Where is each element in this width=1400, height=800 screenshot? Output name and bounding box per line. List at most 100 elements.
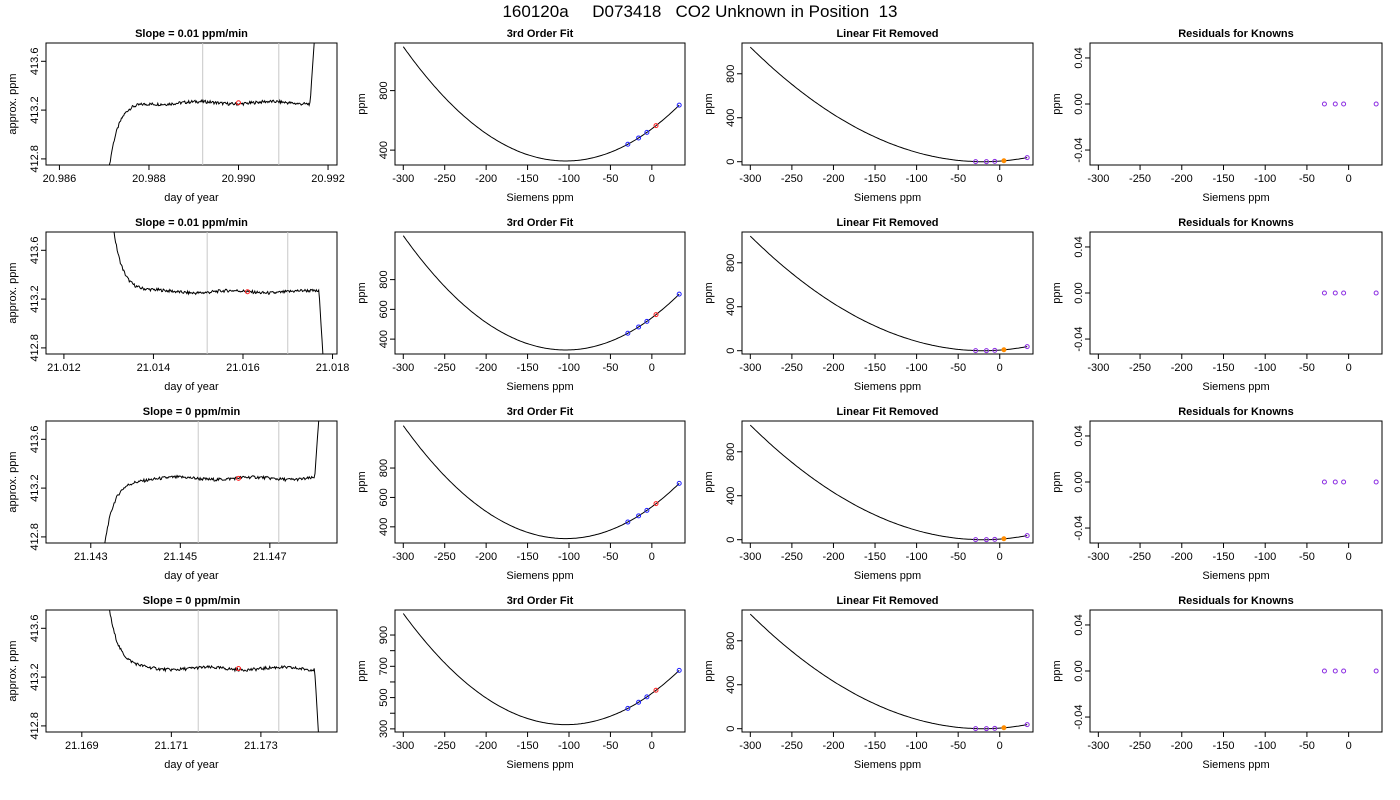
- panel-title: Linear Fit Removed: [836, 406, 938, 418]
- plot-frame: [394, 420, 686, 544]
- x-tick-label: -100: [906, 740, 928, 752]
- x-axis-label: day of year: [164, 381, 219, 393]
- y-axis-label: ppm: [356, 282, 368, 303]
- known-point: [973, 537, 979, 543]
- x-axis-label: day of year: [164, 759, 219, 771]
- panel-time-series-row-2: Slope = 0.01 ppm/min 21.012 21.014 21.016 21…: [7, 217, 349, 393]
- unknown-point: [653, 312, 659, 318]
- panel-cubic-fit-row-1: 3rd Order Fit -300 -250 -200 -150 -100 -50 0 400…: [356, 28, 686, 204]
- x-axis-label: Siemens ppm: [854, 570, 921, 582]
- y-tick-label: 413.2: [29, 96, 41, 124]
- x-tick-label: -300: [739, 362, 761, 374]
- y-tick-label: 413.2: [29, 285, 41, 313]
- plot-frame: [394, 231, 686, 355]
- known-point: [676, 102, 682, 108]
- y-tick-label: 800: [725, 65, 737, 83]
- plot-frame: [741, 231, 1034, 355]
- y-tick-label: 400: [725, 109, 737, 127]
- x-tick-label: 20.988: [132, 173, 166, 185]
- y-tick-label: 0.04: [1073, 614, 1085, 635]
- y-tick-label: 0: [725, 726, 737, 732]
- panel-title: Slope = 0.01 ppm/min: [135, 217, 248, 229]
- plot-area: [402, 46, 682, 162]
- residual-point: [1321, 101, 1327, 107]
- x-tick-label: 21.147: [253, 551, 287, 563]
- unknown-point: [1001, 725, 1007, 731]
- x-tick-label: -250: [434, 173, 456, 185]
- known-point: [636, 513, 642, 519]
- x-tick-label: -150: [864, 362, 886, 374]
- y-tick-label: 800: [725, 443, 737, 461]
- x-tick-label: 0: [1346, 740, 1352, 752]
- x-tick-label: 20.990: [222, 173, 256, 185]
- plot-area: [1321, 101, 1379, 107]
- x-tick-label: -50: [602, 740, 618, 752]
- panel-title: Slope = 0 ppm/min: [143, 595, 241, 607]
- x-tick-label: -200: [1171, 740, 1193, 752]
- x-tick-label: 0: [997, 551, 1003, 563]
- x-tick-label: -150: [517, 740, 539, 752]
- x-tick-label: -200: [822, 740, 844, 752]
- plot-frame: [394, 609, 686, 733]
- x-tick-label: -150: [864, 173, 886, 185]
- residual-point: [1332, 290, 1338, 296]
- y-axis-label: ppm: [1051, 93, 1063, 114]
- y-axis-label: ppm: [703, 282, 715, 303]
- plot-frame: [1089, 609, 1383, 733]
- plot-area: [1321, 668, 1379, 674]
- known-point: [973, 159, 979, 165]
- x-tick-label: -100: [1254, 173, 1276, 185]
- known-point: [625, 705, 631, 711]
- x-tick-label: -50: [1299, 740, 1315, 752]
- known-point: [676, 480, 682, 486]
- x-axis-label: Siemens ppm: [506, 381, 573, 393]
- x-axis-label: Siemens ppm: [854, 192, 921, 204]
- x-tick-label: -300: [392, 740, 414, 752]
- x-tick-label: -300: [392, 551, 414, 563]
- x-tick-label: 0: [997, 740, 1003, 752]
- y-tick-label: 400: [725, 487, 737, 505]
- x-tick-label: -200: [475, 551, 497, 563]
- x-tick-label: -150: [1212, 173, 1234, 185]
- y-axis-label: ppm: [703, 93, 715, 114]
- x-tick-label: -100: [906, 551, 928, 563]
- y-tick-label: 0.00: [1073, 660, 1085, 681]
- panel-title: 3rd Order Fit: [507, 28, 574, 40]
- fit-curve: [402, 46, 680, 162]
- plot-area: [402, 235, 682, 351]
- x-tick-label: -250: [1129, 740, 1151, 752]
- y-tick-label: 800: [378, 459, 390, 477]
- panel-title: Residuals for Knowns: [1178, 28, 1294, 40]
- y-tick-label: 400: [725, 298, 737, 316]
- unknown-point: [244, 289, 250, 295]
- y-axis-label: ppm: [703, 471, 715, 492]
- y-tick-label: 0.00: [1073, 93, 1085, 114]
- unknown-point: [653, 501, 659, 507]
- plot-area: [402, 425, 682, 540]
- x-tick-label: -300: [739, 173, 761, 185]
- residual-point: [1341, 479, 1347, 485]
- x-tick-label: 0: [997, 173, 1003, 185]
- x-tick-label: -250: [781, 362, 803, 374]
- residual-point: [1321, 479, 1327, 485]
- panel-cubic-fit-row-2: 3rd Order Fit -300 -250 -200 -150 -100 -50 0 400…: [356, 217, 686, 393]
- x-tick-label: -300: [392, 173, 414, 185]
- panel-residuals-row-2: Residuals for Knowns -300 -250 -200 -150 -100…: [1051, 217, 1383, 393]
- known-point: [1024, 533, 1030, 539]
- known-point: [1024, 722, 1030, 728]
- plot-area: [749, 235, 1030, 354]
- x-tick-label: -300: [1087, 362, 1109, 374]
- known-point: [983, 348, 989, 354]
- x-tick-label: 0: [649, 362, 655, 374]
- y-axis-label: ppm: [1051, 471, 1063, 492]
- x-axis-label: day of year: [164, 192, 219, 204]
- x-tick-label: 21.014: [137, 362, 171, 374]
- unknown-point: [236, 100, 242, 106]
- panel-title: Residuals for Knowns: [1178, 406, 1294, 418]
- plot-frame: [741, 420, 1034, 544]
- y-axis-label: approx. ppm: [7, 451, 19, 512]
- y-tick-label: 413.6: [29, 426, 41, 454]
- x-tick-label: -250: [1129, 362, 1151, 374]
- panel-residuals-row-1: Residuals for Knowns -300 -250 -200 -150 -100…: [1051, 28, 1383, 204]
- y-tick-label: 0: [725, 348, 737, 354]
